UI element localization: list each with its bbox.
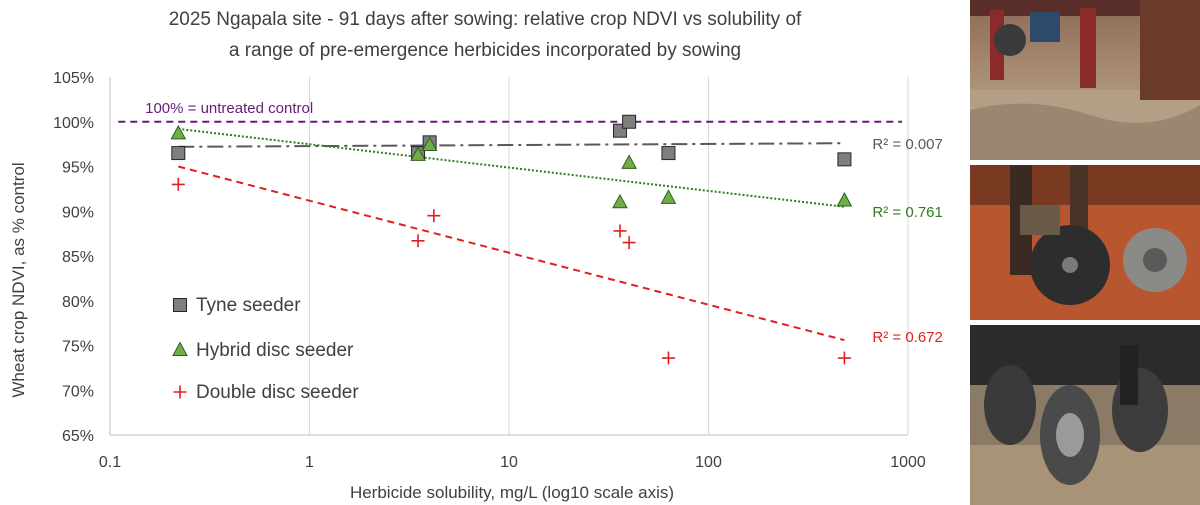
legend-label: Tyne seeder (196, 295, 301, 316)
tyne-seeder-point (661, 146, 676, 161)
y-axis-label: Wheat crop NDVI, as % control (9, 162, 28, 397)
double-disc-seeder-point (613, 224, 627, 238)
x-tick-label: 1000 (890, 454, 926, 471)
chart-title-line1: 2025 Ngapala site - 91 days after sowing… (169, 9, 802, 30)
r-squared-label: R² = 0.761 (872, 204, 942, 221)
double-disc-seeder-point (837, 351, 851, 365)
hybrid-disc-seeder-point (421, 136, 438, 152)
double-disc-seeder-point (171, 177, 185, 191)
trendline (178, 142, 845, 148)
y-tick-label: 85% (62, 249, 94, 266)
x-tick-label: 1 (305, 454, 314, 471)
hybrid-disc-seeder-point (836, 191, 853, 207)
tyne-seeder-point (171, 146, 186, 161)
y-tick-label: 95% (62, 160, 94, 177)
y-tick-label: 100% (53, 115, 94, 132)
tyne-seeder-point (173, 298, 187, 312)
y-tick-label: 65% (62, 428, 94, 445)
x-tick-label: 0.1 (99, 454, 121, 471)
y-tick-label: 80% (62, 294, 94, 311)
chart-title-line2: a range of pre-emergence herbicides inco… (229, 40, 741, 61)
double-disc-seeder-point (661, 351, 675, 365)
r-squared-label: R² = 0.007 (872, 136, 942, 153)
legend-label: Double disc seeder (196, 382, 359, 403)
hybrid-disc-seeder-point (621, 154, 637, 169)
hybrid-disc-seeder-point (612, 193, 628, 209)
tyne-seeder-point (837, 152, 852, 167)
chart: 2025 Ngapala site - 91 days after sowing… (9, 9, 943, 502)
hybrid-disc-seeder-point (660, 189, 677, 204)
y-tick-label: 90% (62, 204, 94, 221)
hybrid-disc-seeder-point (170, 124, 187, 140)
double-disc-seeder-point (411, 234, 425, 248)
x-axis-label: Herbicide solubility, mg/L (log10 scale … (350, 483, 674, 502)
double-disc-seeder-point (622, 236, 636, 250)
hybrid-disc-seeder-photo (970, 165, 1200, 320)
y-tick-label: 105% (53, 70, 94, 87)
hybrid-disc-seeder-point (410, 146, 426, 161)
axes: 0.1 1 10 100 1000 65% 70% 75% 80% 85% 90% 95% 100% 10… (53, 70, 926, 471)
hybrid-disc-seeder-point (172, 341, 188, 356)
y-tick-label: 75% (62, 339, 94, 356)
r-squared-label: R² = 0.672 (872, 329, 942, 346)
y-tick-label: 70% (62, 383, 94, 400)
double-disc-seeder-point (173, 385, 187, 399)
legend: Tyne seeder Hybrid disc seeder Double disc… (172, 295, 359, 403)
legend-label: Hybrid disc seeder (196, 340, 354, 361)
double-disc-seeder-photo (970, 325, 1200, 505)
trendline (178, 127, 845, 208)
x-tick-label: 100 (695, 454, 722, 471)
trendlines: 100% = untreated control R² = 0.007 R² = 0… (118, 100, 943, 346)
trendline (178, 165, 845, 342)
reference-line-label: 100% = untreated control (145, 100, 313, 117)
x-tick-label: 10 (500, 454, 518, 471)
tyne-seeder-point (622, 114, 637, 129)
tyne-seeder-photo (970, 0, 1200, 160)
data-points (170, 114, 853, 365)
double-disc-seeder-point (427, 209, 441, 223)
